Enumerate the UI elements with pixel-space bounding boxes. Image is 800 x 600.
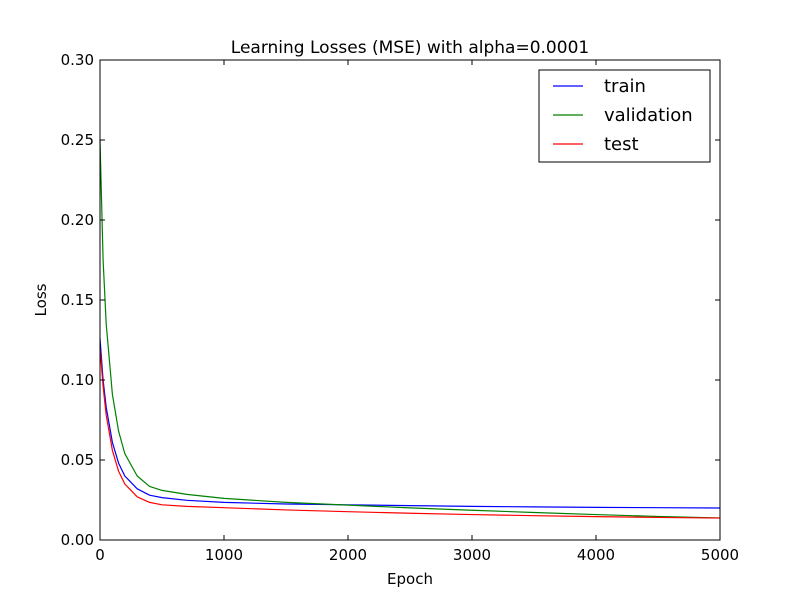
x-tick-label: 3000 [453,546,491,564]
x-tick-label: 4000 [577,546,615,564]
y-axis-label: Loss [32,283,50,316]
x-axis-label: Epoch [387,570,433,588]
series-line-validation [99,139,721,519]
y-tick-label: 0.15 [61,291,94,309]
series-line-test [99,347,721,519]
x-tick-label: 1000 [205,546,243,564]
plot-area: 0 1000 2000 3000 4000 5000 0.000.050.100.150.… [61,51,740,564]
legend-box [538,69,711,163]
y-tick-label: 0.00 [61,531,94,549]
y-tick-label: 0.30 [61,51,94,69]
y-axis: 0.00 0.05 0.10 0.15 0.20 0.25 0.30 [61,51,720,549]
y-tick-label: 0.20 [61,211,94,229]
x-tick-label: 2000 [329,546,367,564]
legend-label-test: test [604,134,639,155]
x-tick-label: 0 [95,546,105,564]
y-tick-label: 0.25 [61,131,94,149]
x-axis: 0 1000 2000 3000 4000 5000 [95,60,739,564]
series-line-train [99,338,721,509]
legend-label-train: train [604,76,646,97]
y-tick-label: 0.10 [61,371,94,389]
x-tick-label: 5000 [701,546,739,564]
y-tick-label: 0.05 [61,451,94,469]
chart-title: Learning Losses (MSE) with alpha=0.0001 [231,38,589,58]
series-lines [99,139,721,519]
legend-label-validation: validation [604,105,693,126]
legend: train validation test [538,69,711,163]
